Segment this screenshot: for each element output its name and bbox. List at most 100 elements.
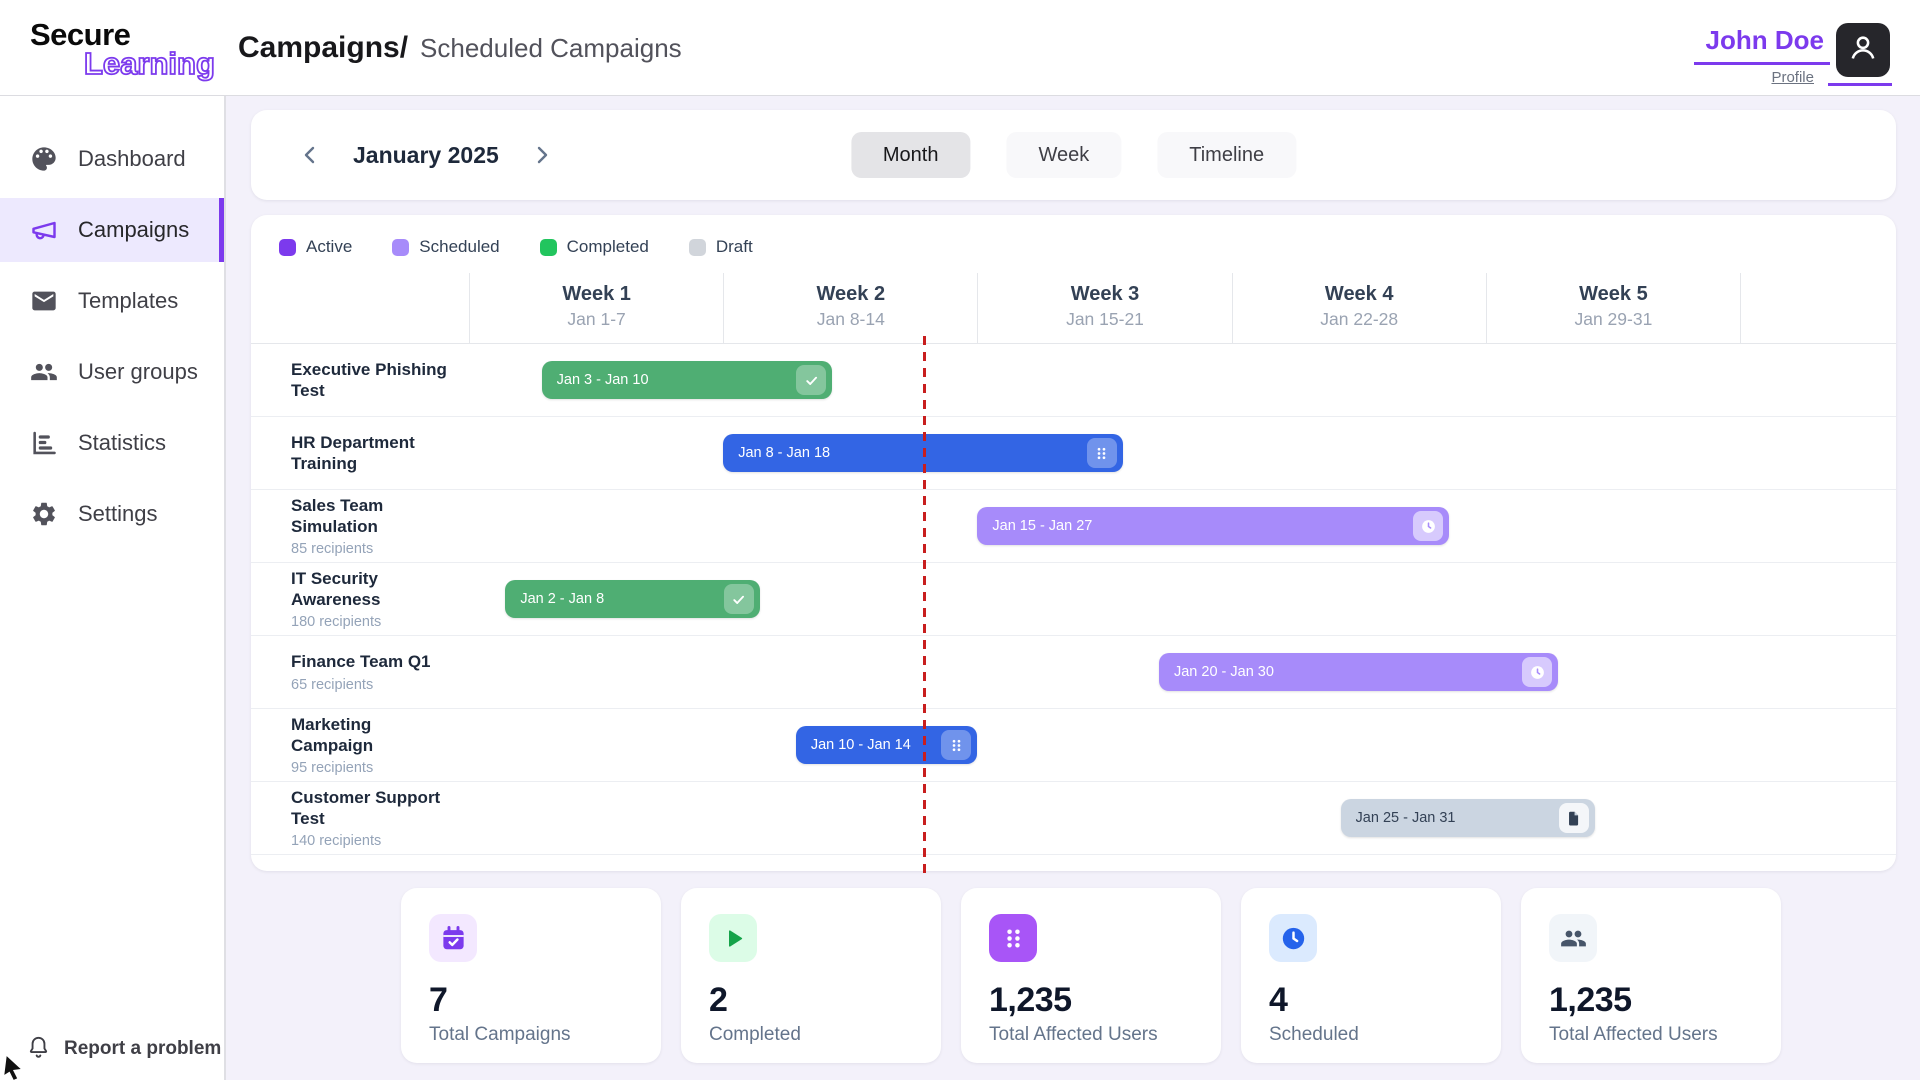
sidebar-item-user-groups[interactable]: User groups <box>0 340 224 404</box>
sidebar-item-templates[interactable]: Templates <box>0 269 224 333</box>
legend-item-scheduled: Scheduled <box>392 237 500 257</box>
campaign-bar-sales-team-simulation[interactable]: Jan 15 - Jan 27 <box>977 507 1450 545</box>
campaign-recipients: 95 recipients <box>291 760 374 777</box>
chevron-left-icon[interactable] <box>293 138 327 172</box>
gantt-header-filler <box>1740 273 1896 343</box>
bell-icon <box>26 1034 51 1064</box>
campaign-bar-hr-department-training[interactable]: Jan 8 - Jan 18 <box>723 434 1123 472</box>
calendar-check-icon <box>429 914 477 962</box>
view-toggle-week[interactable]: Week <box>1006 132 1122 178</box>
sidebar-item-settings[interactable]: Settings <box>0 482 224 546</box>
stat-label: Total Affected Users <box>1549 1024 1718 1045</box>
legend-label: Scheduled <box>419 237 500 256</box>
sidebar-item-label: Campaigns <box>78 217 190 242</box>
week-title: Week 4 <box>1324 283 1394 305</box>
sidebar-item-label: Dashboard <box>78 146 186 171</box>
legend-swatch <box>279 238 296 256</box>
report-problem-button[interactable]: Report a problem <box>26 1034 221 1064</box>
user-name-link[interactable]: John Doe <box>1693 25 1830 65</box>
clock-badge-icon <box>1269 914 1317 962</box>
bar-date-range: Jan 20 - Jan 30 <box>1173 663 1274 680</box>
gantt-row-finance-team-q1: Finance Team Q1 65 recipients Jan 20 - Jan… <box>251 636 1896 709</box>
week-range: Jan 29-31 <box>1574 309 1653 329</box>
gantt-card: Active Scheduled Completed Draft Week 1 Jan … <box>251 215 1896 875</box>
profile-link[interactable]: Profile <box>1771 68 1814 86</box>
row-filler <box>1740 636 1896 708</box>
chevron-right-icon[interactable] <box>525 138 559 172</box>
week-header-week-1: Week 1 Jan 1-7 <box>469 273 723 343</box>
check-icon <box>796 365 827 395</box>
campaign-name: Finance Team Q1 <box>291 652 431 672</box>
campaign-bar-marketing-campaign[interactable]: Jan 10 - Jan 14 <box>795 726 978 764</box>
stat-label: Total Affected Users <box>989 1024 1158 1045</box>
legend-swatch <box>392 238 410 256</box>
sidebar-nav: Dashboard Campaigns Templates User groups St… <box>0 127 224 546</box>
campaign-name: Marketing Campaign <box>291 714 374 755</box>
campaign-bar-it-security-awareness[interactable]: Jan 2 - Jan 8 <box>505 580 760 618</box>
week-range: Jan 1-7 <box>567 309 626 329</box>
stat-card-total-affected-users: 1,235 Total Affected Users <box>1521 888 1781 1063</box>
legend-item-active: Active <box>279 237 352 257</box>
gantt-body: Executive Phishing Test Jan 3 - Jan 10 HR … <box>251 336 1896 875</box>
bar-date-range: Jan 15 - Jan 27 <box>992 517 1093 534</box>
stat-card-total-affected-users: 1,235 Total Affected Users <box>961 888 1221 1063</box>
week-title: Week 1 <box>562 283 631 305</box>
week-range: Jan 15-21 <box>1066 309 1144 329</box>
page-subtitle: Scheduled Campaigns <box>420 32 682 63</box>
status-legend: Active Scheduled Completed Draft <box>251 237 1896 257</box>
sidebar-item-dashboard[interactable]: Dashboard <box>0 127 224 191</box>
campaign-recipients: 140 recipients <box>291 833 382 850</box>
campaign-bar-customer-support-test[interactable]: Jan 25 - Jan 31 <box>1340 799 1595 837</box>
week-header-week-4: Week 4 Jan 22-28 <box>1231 273 1486 343</box>
campaign-label: Executive Phishing Test <box>251 344 469 416</box>
gear-icon <box>30 500 58 528</box>
stat-value: 4 <box>1269 981 1288 1019</box>
stat-value: 1,235 <box>989 981 1072 1019</box>
campaign-bar-executive-phishing-test[interactable]: Jan 3 - Jan 10 <box>541 361 833 399</box>
campaign-name: Sales Team Simulation <box>291 495 384 536</box>
avatar[interactable] <box>1836 22 1890 77</box>
sidebar-item-label: Templates <box>78 288 179 313</box>
document-icon <box>1558 803 1589 833</box>
campaign-label: Sales Team Simulation 85 recipients <box>251 490 469 562</box>
campaign-label: Customer Support Test 140 recipients <box>251 782 469 854</box>
campaign-name: HR Department Training <box>291 432 415 473</box>
bar-date-range: Jan 3 - Jan 10 <box>556 371 649 388</box>
people-icon <box>1549 914 1597 962</box>
week-title: Week 3 <box>1070 283 1140 305</box>
stat-card-completed: 2 Completed <box>681 888 941 1063</box>
clock-icon <box>1522 657 1553 687</box>
legend-item-completed: Completed <box>539 237 649 257</box>
stat-value: 2 <box>709 981 728 1019</box>
sidebar-item-statistics[interactable]: Statistics <box>0 411 224 475</box>
users-icon <box>30 358 58 386</box>
drag-grid-icon[interactable] <box>1086 438 1117 468</box>
legend-label: Draft <box>715 237 753 256</box>
sidebar-item-campaigns[interactable]: Campaigns <box>0 198 224 262</box>
campaign-bar-finance-team-q1[interactable]: Jan 20 - Jan 30 <box>1158 653 1559 691</box>
legend-swatch <box>688 238 706 256</box>
legend-swatch <box>539 238 557 256</box>
view-toggle-timeline[interactable]: Timeline <box>1157 132 1297 178</box>
stat-card-scheduled: 4 Scheduled <box>1241 888 1501 1063</box>
campaign-label: IT Security Awareness 180 recipients <box>251 563 469 635</box>
week-header-week-3: Week 3 Jan 15-21 <box>977 273 1231 343</box>
stat-label: Total Campaigns <box>429 1024 571 1045</box>
legend-label: Active <box>306 237 353 256</box>
view-toggle-month[interactable]: Month <box>850 132 971 178</box>
gantt-row-customer-support-test: Customer Support Test 140 recipients Jan 2… <box>251 782 1896 855</box>
campaign-recipients: 65 recipients <box>291 676 374 693</box>
logo-text-learning: Learning <box>83 45 216 82</box>
drag-grid-icon[interactable] <box>941 730 972 760</box>
gantt-week-header: Week 1 Jan 1-7 Week 2 Jan 8-14 Week 3 Jan 15-… <box>251 273 1896 344</box>
campaign-label: HR Department Training <box>251 417 469 489</box>
dashboard-icon <box>30 145 58 173</box>
bar-date-range: Jan 10 - Jan 14 <box>810 736 911 753</box>
row-timeline: Jan 2 - Jan 8 <box>469 563 1740 635</box>
breadcrumb: Campaigns/ Scheduled Campaigns <box>238 31 682 65</box>
row-timeline: Jan 3 - Jan 10 <box>469 344 1740 416</box>
week-title: Week 2 <box>816 283 886 305</box>
check-icon <box>723 584 754 614</box>
sidebar-item-label: User groups <box>78 359 198 384</box>
person-icon <box>1845 29 1881 70</box>
